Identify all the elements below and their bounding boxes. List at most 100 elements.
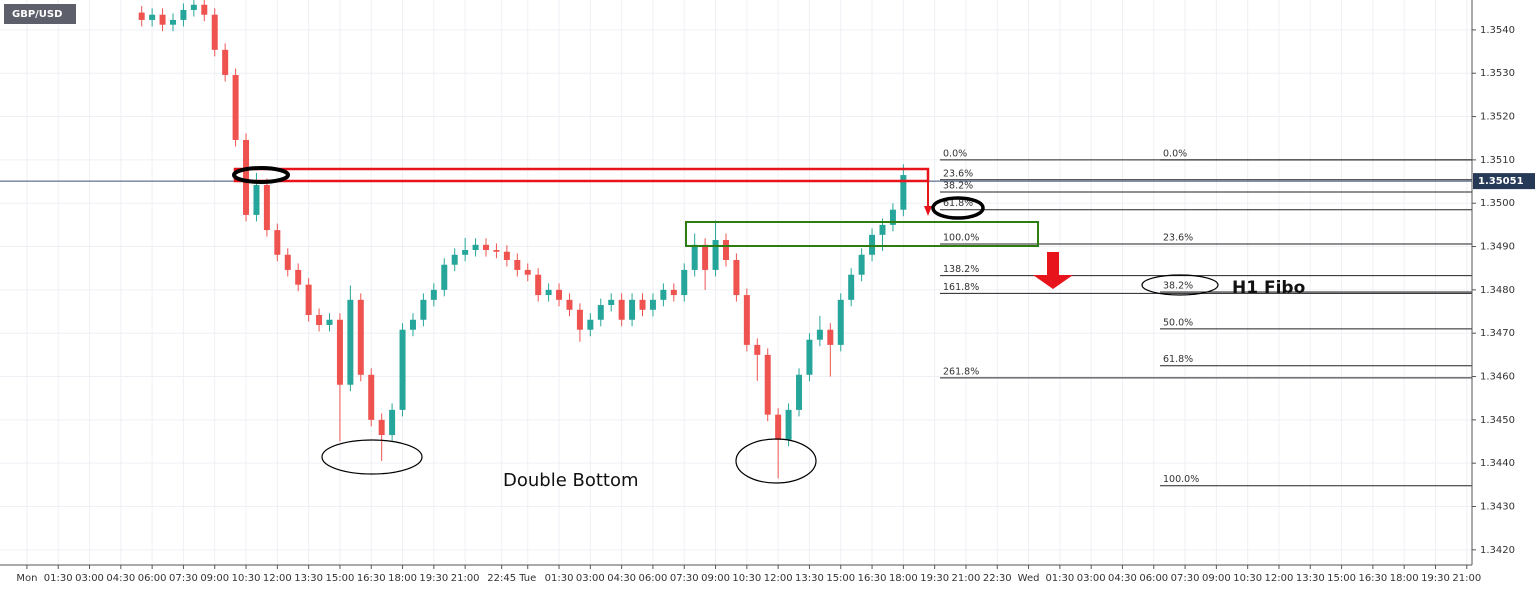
candle-body (743, 295, 750, 345)
x-tick-label: Mon (16, 573, 37, 584)
candle-body (556, 289, 563, 300)
fib-label: 261.8% (943, 366, 979, 377)
candle-body (514, 259, 521, 270)
candle-body (284, 254, 291, 270)
x-tick-label: 13:30 (294, 573, 323, 584)
x-tick-label: Wed (1018, 573, 1040, 584)
candle-body (389, 409, 396, 436)
x-tick-label: 10:30 (232, 573, 261, 584)
x-tick-label: 03:00 (1077, 573, 1106, 584)
candle-body (253, 185, 260, 215)
x-tick-label: 07:30 (1171, 573, 1200, 584)
x-tick-label: 15:00 (826, 573, 855, 584)
x-tick-label: 22:45 (487, 573, 516, 584)
candle-body (159, 14, 166, 25)
x-tick-label: 19:30 (920, 573, 949, 584)
x-tick-label: 10:30 (732, 573, 761, 584)
candle-body (597, 305, 604, 320)
candle-body (180, 9, 187, 20)
candle-body (587, 319, 594, 330)
ellipse (1141, 274, 1219, 296)
candle-body (722, 240, 729, 260)
candle-body (399, 329, 406, 410)
candle-body (879, 224, 886, 235)
x-tick-label: 15:00 (1327, 573, 1356, 584)
candle-body (169, 19, 176, 25)
candle-body (305, 284, 312, 315)
y-tick-label: 1.3440 (1480, 458, 1515, 469)
candle-body (785, 409, 792, 440)
y-tick-label: 1.3470 (1480, 328, 1515, 339)
fib-label: 23.6% (1163, 232, 1193, 243)
ellipse (232, 166, 290, 184)
x-tick-label: 09:00 (200, 573, 229, 584)
candle-body (576, 309, 583, 330)
candle-body (190, 4, 197, 10)
y-tick-label: 1.3540 (1480, 25, 1515, 36)
candle-body (336, 319, 343, 385)
candle-body (566, 299, 573, 310)
candle-body (274, 230, 281, 255)
candle-body (347, 299, 354, 385)
x-tick-label: 18:00 (889, 573, 918, 584)
y-tick-label: 1.3430 (1480, 502, 1515, 513)
x-tick-label: 18:00 (1390, 573, 1419, 584)
candle-body (295, 269, 302, 285)
annotation: H1 Fibo (1232, 278, 1305, 298)
ellipse (931, 196, 985, 220)
x-tick-label: 07:30 (169, 573, 198, 584)
candle-body (263, 185, 270, 231)
last-price-box (1473, 173, 1535, 190)
fib-label: 100.0% (1163, 474, 1199, 485)
y-tick-label: 1.3460 (1480, 372, 1515, 383)
candle-body (827, 329, 834, 345)
candle-body (503, 251, 510, 260)
fib-label: 50.0% (1163, 317, 1193, 328)
candle-body (764, 354, 771, 415)
candle-body (441, 264, 448, 290)
candle-body (796, 374, 803, 410)
candle-body (733, 259, 740, 296)
resistance-box (233, 167, 930, 183)
last-price-label: 1.35051 (1478, 176, 1524, 187)
candle-body (316, 314, 323, 325)
fib-label: 0.0% (943, 148, 967, 159)
y-tick-label: 1.3530 (1480, 68, 1515, 79)
x-tick-label: 19:30 (419, 573, 448, 584)
candle-body (712, 240, 719, 270)
x-tick-label: 19:30 (1421, 573, 1450, 584)
fib-label: 38.2% (1163, 281, 1193, 292)
candle-body (368, 374, 375, 420)
candle-body (775, 414, 782, 440)
x-tick-label: 21:00 (451, 573, 480, 584)
x-tick-label: 18:00 (388, 573, 417, 584)
candle-body (702, 244, 709, 270)
x-tick-label: 06:00 (1139, 573, 1168, 584)
x-tick-label: 16:30 (858, 573, 887, 584)
x-tick-label: 06:00 (138, 573, 167, 584)
fibonacci: 0.0%23.6%38.2%61.8%100.0%138.2%161.8%261… (940, 148, 1472, 487)
fib-label: 138.2% (943, 264, 979, 275)
candle-body (222, 49, 229, 75)
candle-body (211, 14, 218, 50)
candle-body (889, 209, 896, 225)
fib-label: 23.6% (943, 168, 973, 179)
candle-body (430, 289, 437, 300)
candle-body (900, 175, 907, 210)
x-tick-label: 22:30 (983, 573, 1012, 584)
candle-body (451, 254, 458, 265)
annotation: Double Bottom (503, 470, 639, 491)
x-tick-label: 01:30 (545, 573, 574, 584)
x-tick-label: 12:00 (764, 573, 793, 584)
x-tick-label: 15:00 (326, 573, 355, 584)
candle-body (326, 319, 333, 325)
candle-body (201, 4, 208, 15)
candle-body (858, 254, 865, 275)
candle-body (138, 12, 145, 20)
y-tick-label: 1.3450 (1480, 415, 1515, 426)
candle-body (535, 274, 542, 296)
x-tick-label: 12:00 (1265, 573, 1294, 584)
candle-body (243, 139, 250, 215)
x-tick-label: 01:30 (1045, 573, 1074, 584)
